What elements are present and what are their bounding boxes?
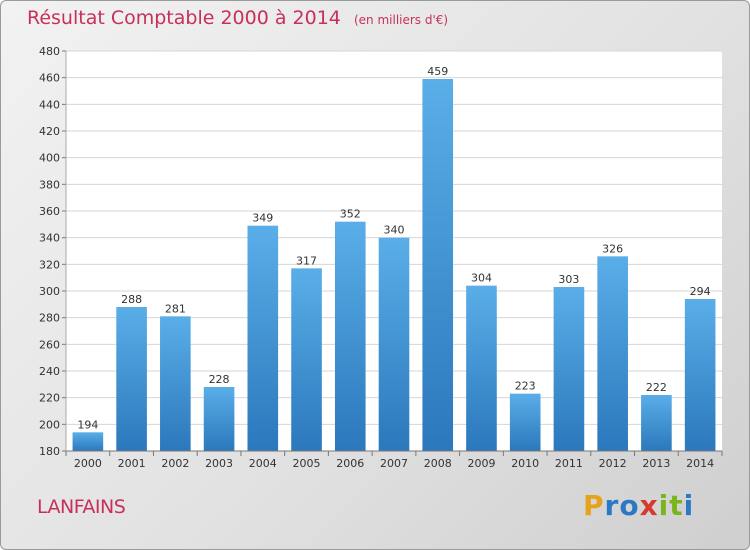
y-axis-ticks: 180 200 220 240 260 280 300 320 340 360 380 400 420 4… <box>39 45 66 458</box>
y-tick-label: 300 <box>39 285 60 298</box>
data-label-2003: 228 <box>209 373 230 386</box>
y-tick-label: 440 <box>39 98 60 111</box>
y-tick-label: 340 <box>39 232 60 245</box>
bar-2003[interactable] <box>203 387 235 451</box>
y-tick-label: 260 <box>39 338 60 351</box>
bar-2002[interactable] <box>160 316 191 451</box>
logo-letter: o <box>619 489 640 522</box>
data-label-2005: 317 <box>296 254 317 267</box>
bars <box>72 79 716 451</box>
title-row: Résultat Comptable 2000 à 2014 (en milli… <box>27 7 448 29</box>
y-tick-label: 480 <box>39 45 60 58</box>
proxiti-logo[interactable]: Proxiti <box>583 489 694 522</box>
y-tick-label: 420 <box>39 125 60 138</box>
x-tick-label-2003: 2003 <box>205 457 233 470</box>
x-tick-label-2007: 2007 <box>380 457 408 470</box>
chart-title: Résultat Comptable 2000 à 2014 <box>27 7 341 29</box>
chart-subtitle: (en milliers d'€) <box>353 13 449 27</box>
y-tick-label: 360 <box>39 205 60 218</box>
data-label-2000: 194 <box>77 418 98 431</box>
data-label-2002: 281 <box>165 302 186 315</box>
x-tick-label-2010: 2010 <box>511 457 539 470</box>
x-tick-label-2013: 2013 <box>642 457 670 470</box>
x-tick-label-2012: 2012 <box>599 457 627 470</box>
data-label-2004: 349 <box>252 212 273 225</box>
data-label-2009: 304 <box>471 272 492 285</box>
logo-letter: P <box>583 489 605 522</box>
bar-2007[interactable] <box>378 237 410 451</box>
y-tick-label: 400 <box>39 152 60 165</box>
x-axis-ticks: 2000 2001 2002 2003 2004 2005 2006 2007 2008 2009… <box>65 451 723 470</box>
bar-2008[interactable] <box>422 79 454 451</box>
bar-2014[interactable] <box>684 299 716 451</box>
commune-name: LANFAINS <box>37 496 126 518</box>
x-tick-label-2004: 2004 <box>249 457 277 470</box>
bar-2009[interactable] <box>466 285 497 451</box>
y-tick-label: 460 <box>39 72 60 85</box>
data-label-2010: 223 <box>515 380 536 393</box>
y-tick-label: 380 <box>39 178 60 191</box>
x-tick-label-2006: 2006 <box>336 457 364 470</box>
bar-2004[interactable] <box>247 225 279 451</box>
data-label-2008: 459 <box>427 65 448 78</box>
data-label-2006: 352 <box>340 208 361 221</box>
logo-letter: t <box>669 489 684 522</box>
x-tick-label-2009: 2009 <box>467 457 495 470</box>
logo-letter: x <box>639 489 659 522</box>
bar-2006[interactable] <box>334 221 366 451</box>
y-tick-label: 200 <box>39 418 60 431</box>
logo-letter: r <box>604 489 620 522</box>
data-label-2012: 326 <box>602 242 623 255</box>
x-tick-label-2005: 2005 <box>293 457 321 470</box>
logo-letter: i <box>658 489 670 522</box>
data-label-2007: 340 <box>384 224 405 237</box>
data-label-2014: 294 <box>690 285 711 298</box>
data-label-2001: 288 <box>121 293 142 306</box>
data-label-2013: 222 <box>646 381 667 394</box>
x-tick-label-2014: 2014 <box>686 457 714 470</box>
bar-2005[interactable] <box>291 268 322 451</box>
y-tick-label: 180 <box>39 445 60 458</box>
y-tick-label: 240 <box>39 365 60 378</box>
bar-2013[interactable] <box>641 395 672 451</box>
x-tick-label-2000: 2000 <box>74 457 102 470</box>
x-tick-label-2001: 2001 <box>118 457 146 470</box>
bar-2001[interactable] <box>116 307 147 451</box>
bar-2012[interactable] <box>597 256 628 451</box>
y-tick-label: 320 <box>39 258 60 271</box>
bar-2000[interactable] <box>72 432 104 451</box>
y-tick-label: 220 <box>39 392 60 405</box>
bar-2011[interactable] <box>553 287 585 451</box>
y-tick-label: 280 <box>39 312 60 325</box>
x-tick-label-2011: 2011 <box>555 457 583 470</box>
data-labels: 194 288 281 228 349 317 352 340 459 304 223 303 326 2… <box>77 65 710 431</box>
data-label-2011: 303 <box>558 273 579 286</box>
x-tick-label-2008: 2008 <box>424 457 452 470</box>
logo-letter: i <box>683 489 695 522</box>
x-tick-label-2002: 2002 <box>161 457 189 470</box>
bar-2010[interactable] <box>509 393 541 451</box>
